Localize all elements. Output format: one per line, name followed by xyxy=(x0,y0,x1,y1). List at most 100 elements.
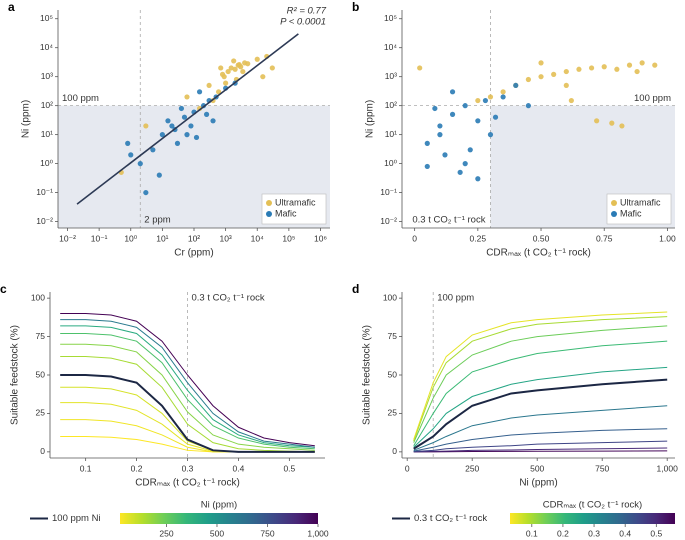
data-point xyxy=(437,123,443,129)
data-point xyxy=(588,65,595,71)
x-tick-label: 750 xyxy=(595,463,609,473)
legend-label: Mafic xyxy=(620,208,642,218)
x-tick-label: 250 xyxy=(465,463,479,473)
data-point xyxy=(210,118,216,124)
data-point xyxy=(467,147,473,153)
data-point xyxy=(232,66,238,72)
data-point xyxy=(218,65,224,71)
legend-box xyxy=(606,193,672,225)
series-line xyxy=(413,325,668,443)
x-tick-label: 0.75 xyxy=(596,233,613,243)
x-axis-label: Ni (ppm) xyxy=(519,478,557,489)
series-line xyxy=(60,343,315,451)
y-tick-label: 25 xyxy=(36,408,46,418)
data-point xyxy=(178,105,185,112)
y-tick-label: 50 xyxy=(388,369,398,379)
y-tick-label: 0 xyxy=(392,446,397,456)
data-point xyxy=(601,64,607,70)
data-point xyxy=(568,97,574,104)
panel-label: a xyxy=(8,0,15,14)
colorbar-tick-label: 1,000 xyxy=(307,528,329,538)
stat-label: R² = 0.77 xyxy=(287,6,327,17)
series-line xyxy=(60,325,315,448)
data-point xyxy=(462,161,468,167)
x-axis-label: Cr (ppm) xyxy=(174,248,213,259)
series-line xyxy=(60,356,315,453)
data-point xyxy=(475,176,481,182)
x-tick-label: 10⁴ xyxy=(251,233,264,243)
data-point xyxy=(475,118,481,124)
data-point xyxy=(513,82,519,89)
colorbar-tick-label: 750 xyxy=(260,528,274,538)
x-tick-label: 0.50 xyxy=(533,233,550,243)
y-tick-label: 10⁰ xyxy=(40,158,53,168)
data-point xyxy=(609,120,615,126)
legend-label: Mafic xyxy=(275,208,297,218)
data-point xyxy=(487,94,494,100)
legend-box xyxy=(261,193,327,225)
y-tick-label: 50 xyxy=(36,369,46,379)
data-point xyxy=(245,61,251,67)
data-point xyxy=(442,152,448,158)
y-tick-label: 100 xyxy=(383,292,397,302)
data-point xyxy=(221,74,227,80)
y-tick-label: 10² xyxy=(41,100,53,110)
y-tick-label: 10⁴ xyxy=(40,42,53,52)
data-point xyxy=(188,123,194,129)
data-point xyxy=(228,65,234,71)
y-axis-label: Suitable feedstock (%) xyxy=(362,325,373,425)
data-point xyxy=(457,169,463,175)
series-line xyxy=(413,366,668,448)
data-point xyxy=(184,132,190,138)
data-point xyxy=(551,71,557,77)
colorbar-tick-label: 0.2 xyxy=(557,528,569,538)
threshold-label: 100 ppm xyxy=(62,93,99,104)
data-point xyxy=(240,68,246,75)
data-point xyxy=(492,114,499,120)
legend-label: Ultramafic xyxy=(620,197,661,207)
threshold-label: 100 ppm xyxy=(437,293,474,304)
data-point xyxy=(482,97,489,104)
data-point xyxy=(225,68,231,75)
colorbar-label: CDRₘₐₓ (t CO₂ t⁻¹ rock) xyxy=(543,500,642,511)
data-point xyxy=(260,74,266,80)
series-line xyxy=(413,316,668,442)
data-point xyxy=(417,65,423,71)
y-tick-label: 10¹ xyxy=(41,129,53,139)
data-point xyxy=(634,68,640,75)
data-point xyxy=(500,89,506,95)
y-tick-label: 10³ xyxy=(41,71,53,81)
data-point xyxy=(254,56,260,62)
series-line xyxy=(60,313,315,447)
x-tick-label: 10⁵ xyxy=(282,233,295,243)
legend-swatch xyxy=(266,211,272,217)
data-point xyxy=(652,62,658,68)
x-tick-label: 10⁻² xyxy=(59,233,76,243)
y-tick-label: 75 xyxy=(36,331,46,341)
x-tick-label: 0.2 xyxy=(131,463,143,473)
x-tick-label: 10¹ xyxy=(156,233,168,243)
data-point xyxy=(169,123,175,129)
x-tick-label: 0.25 xyxy=(470,233,487,243)
x-tick-label: 500 xyxy=(530,463,544,473)
data-point xyxy=(424,140,430,146)
x-tick-label: 10³ xyxy=(219,233,231,243)
data-point xyxy=(269,65,275,71)
data-point xyxy=(181,114,188,120)
series-line xyxy=(413,428,668,452)
data-point xyxy=(432,105,438,112)
x-tick-label: 0 xyxy=(412,233,417,243)
data-point xyxy=(563,82,569,89)
x-tick-label: 10² xyxy=(188,233,200,243)
data-point xyxy=(223,80,229,86)
data-point xyxy=(196,89,203,95)
legend-label: Ultramafic xyxy=(275,197,316,207)
highlight-line xyxy=(60,374,315,453)
data-point xyxy=(150,147,156,153)
y-tick-label: 25 xyxy=(388,408,398,418)
y-tick-label: 10⁻² xyxy=(36,216,53,226)
series-line xyxy=(413,311,668,440)
panel-label: d xyxy=(352,282,359,296)
panel-label: b xyxy=(352,0,359,14)
y-tick-label: 75 xyxy=(388,331,398,341)
